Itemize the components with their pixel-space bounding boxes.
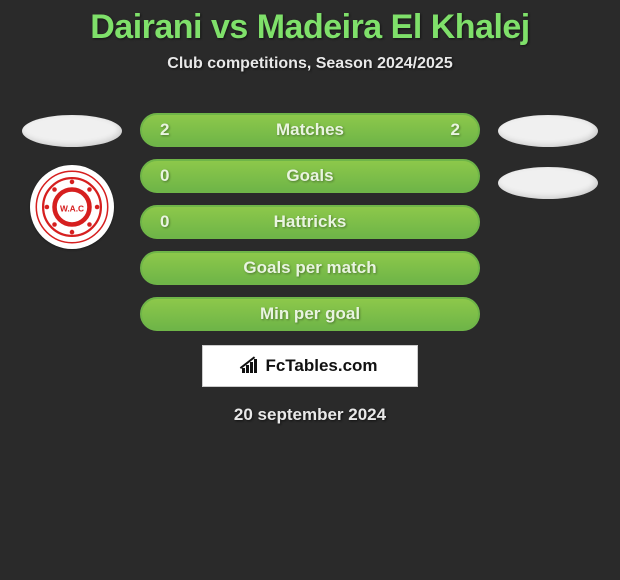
ball-icon	[498, 115, 598, 147]
ball-icon	[22, 115, 122, 147]
brand-box[interactable]: FcTables.com	[202, 345, 418, 387]
ball-icon	[498, 167, 598, 199]
page-title: Dairani vs Madeira El Khalej	[90, 8, 530, 47]
stat-label: Min per goal	[142, 304, 478, 324]
player-left-column: W.A.C	[22, 113, 122, 249]
stat-bar: Goals per match	[140, 251, 480, 285]
main-row: W.A.C 22Matches0Goals0HattricksGoals per…	[0, 113, 620, 331]
stat-bar: 0Goals	[140, 159, 480, 193]
club-badge-left: W.A.C	[30, 165, 114, 249]
stat-value-right: 2	[442, 120, 460, 140]
stat-value-left: 2	[160, 120, 178, 140]
stat-label: Goals	[142, 166, 478, 186]
stat-value-left: 0	[160, 212, 178, 232]
stat-label: Matches	[142, 120, 478, 140]
footer-date: 20 september 2024	[234, 405, 386, 425]
stat-label: Goals per match	[142, 258, 478, 278]
stat-bar: Min per goal	[140, 297, 480, 331]
stat-bar: 0Hattricks	[140, 205, 480, 239]
stats-column: 22Matches0Goals0HattricksGoals per match…	[140, 113, 480, 331]
brand-text: FcTables.com	[265, 356, 377, 376]
bar-chart-icon	[242, 359, 260, 373]
svg-text:W.A.C: W.A.C	[60, 204, 84, 214]
stat-bar: 2 2Matches	[140, 113, 480, 147]
stat-label: Hattricks	[142, 212, 478, 232]
stat-value-left: 0	[160, 166, 178, 186]
player-right-column	[498, 113, 598, 199]
comparison-card: Dairani vs Madeira El Khalej Club compet…	[0, 0, 620, 425]
club-crest-icon: W.A.C	[34, 169, 110, 245]
page-subtitle: Club competitions, Season 2024/2025	[167, 55, 452, 73]
